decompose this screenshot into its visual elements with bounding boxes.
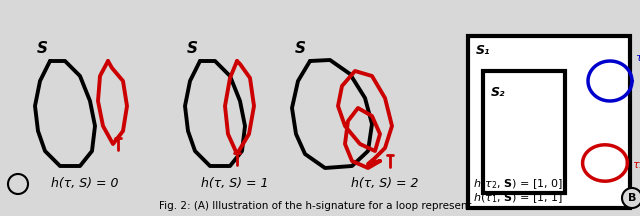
- Text: S: S: [186, 41, 198, 56]
- Text: h(τ, S) = 2: h(τ, S) = 2: [351, 178, 419, 191]
- Text: $h$($\tau_2$, $\mathbf{S}$) = [1, 0]: $h$($\tau_2$, $\mathbf{S}$) = [1, 0]: [473, 177, 563, 191]
- Text: Fig. 2: (A) Illustration of the h-signature for a loop represent...: Fig. 2: (A) Illustration of the h-signat…: [159, 201, 481, 211]
- Text: τ₂: τ₂: [635, 53, 640, 63]
- Text: B: B: [628, 193, 636, 203]
- Circle shape: [622, 188, 640, 208]
- Circle shape: [8, 174, 28, 194]
- Text: h(τ, S) = 0: h(τ, S) = 0: [51, 178, 119, 191]
- Text: τ₁: τ₁: [632, 160, 640, 170]
- Text: A: A: [13, 179, 22, 189]
- Text: S: S: [36, 41, 47, 56]
- Text: S₂: S₂: [491, 86, 506, 99]
- Bar: [483, 71, 565, 193]
- Text: S₁: S₁: [476, 44, 490, 57]
- Text: $h$($\tau_1$, $\mathbf{S}$) = [1, 1]: $h$($\tau_1$, $\mathbf{S}$) = [1, 1]: [473, 191, 563, 205]
- Text: h(τ, S) = 1: h(τ, S) = 1: [201, 178, 269, 191]
- Text: S: S: [294, 41, 305, 56]
- Bar: [468, 36, 630, 208]
